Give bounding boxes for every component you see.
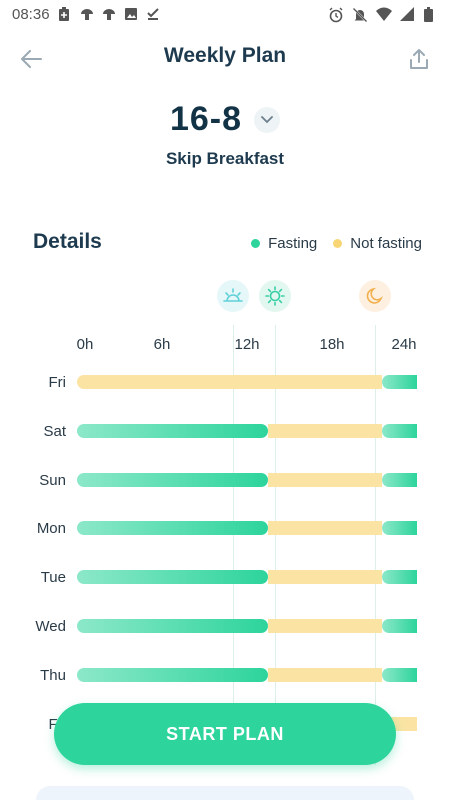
arrow-left-icon (21, 50, 42, 68)
not-fasting-segment (268, 423, 382, 438)
not-fasting-dot (333, 239, 343, 248)
battery-saver-icon (58, 7, 72, 21)
signal-icon (400, 7, 414, 21)
sunrise-marker (216, 280, 249, 312)
day-label: Mon (36, 520, 66, 538)
hour-label: 18h (319, 336, 345, 353)
day-bar (0, 472, 450, 487)
day-label: Tue (40, 569, 66, 587)
plan-name: 16-8 (169, 100, 243, 138)
chart-legend: Fasting Not fasting (235, 235, 422, 252)
download-done-icon (146, 7, 160, 21)
fasting-segment (381, 667, 417, 682)
fasting-segment (77, 570, 269, 585)
not-fasting-segment (268, 521, 382, 536)
bottom-card (36, 786, 414, 800)
fasting-segment (381, 472, 417, 487)
sunrise-icon (223, 288, 243, 302)
battery-icon (424, 7, 438, 22)
sun-marker (259, 280, 292, 312)
status-bar: 08:36 (0, 0, 450, 28)
not-fasting-segment (268, 667, 382, 682)
day-bar (0, 375, 450, 389)
wifi-icon (376, 7, 392, 21)
image-icon (124, 7, 138, 21)
not-fasting-segment (77, 375, 382, 389)
back-button[interactable] (16, 44, 46, 74)
day-bar (0, 521, 450, 536)
day-label: Wed (35, 618, 66, 635)
fasting-segment (381, 619, 417, 633)
chevron-down-icon (261, 115, 273, 123)
share-button[interactable] (404, 44, 434, 74)
fasting-dot (251, 239, 261, 248)
day-bar (0, 667, 450, 682)
marker-line (275, 325, 277, 765)
not-fasting-segment (268, 472, 382, 487)
fasting-segment (381, 521, 417, 536)
status-time: 08:36 (12, 5, 50, 23)
marker-line (232, 325, 234, 765)
fasting-segment (381, 423, 417, 438)
fasting-segment (77, 619, 269, 633)
fasting-segment (381, 570, 417, 585)
day-bar (0, 619, 450, 633)
day-bar (0, 423, 450, 438)
fasting-segment (77, 667, 269, 682)
moon-marker (358, 280, 391, 312)
sun-icon (265, 286, 286, 306)
legend-fasting-label: Fasting (268, 235, 318, 252)
weekly-fasting-chart: 0h6h12h18h24hFriSatSunMonTueWedThuFri (0, 270, 450, 800)
start-plan-button[interactable]: START PLAN (54, 703, 396, 765)
fasting-segment (381, 375, 417, 389)
marker-line (374, 325, 376, 765)
legend-not-fasting: Not fasting (333, 235, 422, 252)
plan-dropdown-button[interactable] (254, 106, 281, 133)
day-bar (0, 570, 450, 585)
details-title: Details (33, 230, 102, 253)
mushroom-icon (102, 7, 116, 21)
fasting-segment (77, 423, 269, 438)
not-fasting-segment (268, 619, 382, 633)
day-label: Sat (43, 422, 66, 440)
mushroom-icon (80, 7, 94, 21)
app-header: Weekly Plan (0, 36, 450, 80)
day-label: Thu (40, 666, 66, 684)
page-title: Weekly Plan (163, 44, 287, 67)
notifications-off-icon (352, 7, 368, 23)
plan-subtitle: Skip Breakfast (165, 149, 285, 168)
day-label: Fri (48, 374, 67, 391)
hour-label: 0h (76, 336, 94, 353)
day-label: Sun (39, 471, 66, 489)
share-icon (410, 49, 428, 69)
legend-not-fasting-label: Not fasting (350, 235, 422, 252)
fasting-segment (77, 521, 269, 536)
not-fasting-segment (268, 570, 382, 585)
legend-fasting: Fasting (251, 235, 317, 252)
fasting-segment (77, 472, 269, 487)
hour-label: 6h (153, 336, 171, 353)
hour-label: 24h (391, 336, 417, 353)
moon-icon (366, 287, 383, 304)
hour-label: 12h (234, 336, 260, 353)
alarm-icon (328, 7, 343, 23)
plan-selector[interactable]: 16-8 (0, 100, 450, 139)
